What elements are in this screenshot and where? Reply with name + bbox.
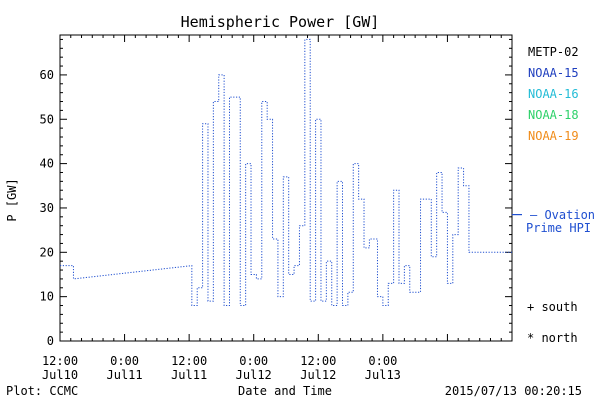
x-tick-label-time: 0:00 — [368, 354, 397, 368]
legend-entry: NOAA-19 — [528, 129, 579, 143]
x-tick-label-date: Jul11 — [107, 368, 143, 382]
y-axis-label: P [GW] — [5, 178, 19, 221]
footer-plot-credit: Plot: CCMC — [6, 384, 78, 398]
y-tick-label: 60 — [40, 68, 54, 82]
legend-entry: NOAA-16 — [528, 87, 579, 101]
y-tick-label: 40 — [40, 157, 54, 171]
x-tick-label-time: 12:00 — [42, 354, 78, 368]
x-tick-label-time: 0:00 — [110, 354, 139, 368]
y-tick-label: 50 — [40, 112, 54, 126]
y-tick-label: 10 — [40, 290, 54, 304]
x-tick-label-time: 12:00 — [171, 354, 207, 368]
y-tick-label: 20 — [40, 245, 54, 259]
x-tick-label-date: Jul10 — [42, 368, 78, 382]
x-tick-label-date: Jul12 — [300, 368, 336, 382]
chart-title: Hemispheric Power [GW] — [181, 13, 380, 31]
series-layer — [60, 38, 522, 307]
north-marker-label: * north — [527, 331, 578, 345]
legend-entry: METP-02 — [528, 45, 579, 59]
y-tick-label: 0 — [47, 334, 54, 348]
ovation-label-line1: — Ovation — [530, 208, 595, 222]
x-tick-label-date: Jul13 — [365, 368, 401, 382]
x-axis-label: Date and Time — [238, 384, 332, 398]
plot-border — [59, 34, 513, 342]
legend-entry: NOAA-18 — [528, 108, 579, 122]
x-tick-label-date: Jul11 — [171, 368, 207, 382]
x-tick-label-time: 12:00 — [300, 354, 336, 368]
legend-entry: NOAA-15 — [528, 66, 579, 80]
legend: METP-02 NOAA-15 NOAA-16 NOAA-18 NOAA-19 — [528, 45, 579, 143]
plot-frame — [59, 34, 513, 342]
ovation-label-line2: Prime HPI — [526, 221, 591, 235]
series-line-noaa-15 — [60, 38, 512, 307]
y-axis: 0 10 20 30 40 50 60 — [40, 38, 512, 348]
x-tick-label-date: Jul12 — [236, 368, 272, 382]
x-tick-label-time: 0:00 — [239, 354, 268, 368]
x-axis: 12:00Jul100:00Jul1112:00Jul110:00Jul1212… — [42, 35, 513, 382]
y-tick-label: 30 — [40, 201, 54, 215]
south-marker-label: + south — [527, 300, 578, 314]
footer-timestamp: 2015/07/13 00:20:15 — [445, 384, 582, 398]
